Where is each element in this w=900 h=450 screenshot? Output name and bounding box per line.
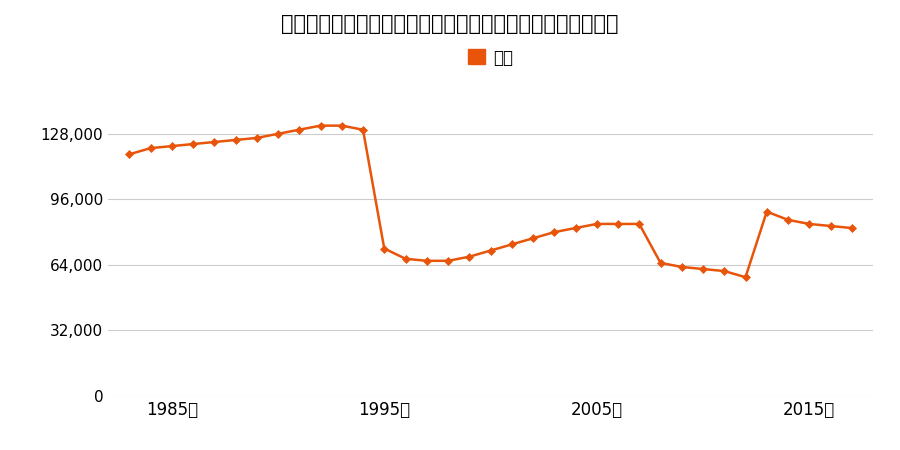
Legend: 価格: 価格 [462,42,519,73]
Text: 鹿児島県鹿児島市谷山塩屋町字小松原７４１番２の地価推移: 鹿児島県鹿児島市谷山塩屋町字小松原７４１番２の地価推移 [281,14,619,33]
